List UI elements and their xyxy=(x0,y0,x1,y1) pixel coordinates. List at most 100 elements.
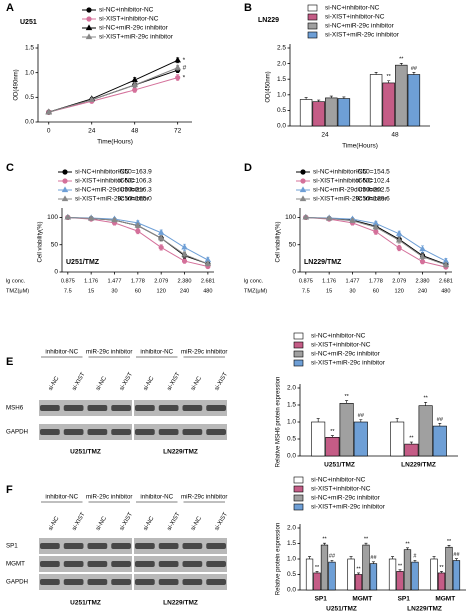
error-bar xyxy=(424,401,428,406)
x2-tick-label: 15 xyxy=(326,288,332,294)
legend-label: si-XIST+miR-29c inhibitor xyxy=(311,504,386,511)
point xyxy=(396,245,402,251)
error-bar xyxy=(345,400,349,404)
panel-letter: D xyxy=(244,162,252,174)
point xyxy=(373,229,379,235)
x-tick-label: 1.477 xyxy=(108,278,122,284)
point xyxy=(64,213,72,220)
point xyxy=(395,236,403,243)
error-bar xyxy=(317,99,321,102)
blot-header: inhibitor-NC xyxy=(45,494,78,501)
point xyxy=(372,223,380,230)
error-bar xyxy=(357,572,361,575)
error-bar xyxy=(316,418,320,422)
point xyxy=(135,228,141,234)
x2-tick-label: 15 xyxy=(88,288,94,294)
error-bar xyxy=(412,72,416,75)
significance: ## xyxy=(411,66,418,72)
x2-tick-label: 30 xyxy=(111,288,117,294)
x-tick-label: 2.380 xyxy=(178,278,192,284)
significance: ## xyxy=(358,413,365,419)
blot-band xyxy=(182,429,203,435)
blot-membrane xyxy=(134,424,227,440)
point xyxy=(349,217,356,223)
x2-tick-label: 480 xyxy=(203,288,212,294)
x-tick-label: 72 xyxy=(174,128,182,135)
blot-membrane xyxy=(39,424,132,440)
legend-label: si-NC+miR-29c inhibitor xyxy=(311,495,381,502)
y-tick-label: 0.0 xyxy=(277,123,286,130)
significance: ** xyxy=(364,537,369,543)
blot-band xyxy=(87,543,108,549)
bar xyxy=(445,546,453,591)
series-line xyxy=(48,77,178,113)
lane-label: si-NC xyxy=(48,375,61,392)
significance: ## xyxy=(329,554,336,560)
x-tick-label: 2.681 xyxy=(201,278,215,284)
x2-tick-label: 120 xyxy=(395,288,404,294)
blot-band xyxy=(63,579,84,585)
blot-membrane xyxy=(39,400,132,416)
bar xyxy=(430,558,438,591)
bar xyxy=(432,425,447,457)
bar xyxy=(404,443,419,457)
legend-label: si-NC+inhibitor-NC xyxy=(75,169,130,176)
legend-label: si-XIST+inhibitor-NC xyxy=(313,178,373,185)
bar xyxy=(328,561,336,591)
lane-label: si-XIST xyxy=(167,371,182,391)
legend-label: si-XIST+miR-29c inhibitor xyxy=(325,32,400,39)
bar xyxy=(418,405,433,457)
point xyxy=(181,243,188,250)
lane-label: si-XIST xyxy=(214,511,229,531)
significance: ** xyxy=(330,429,335,435)
point xyxy=(325,214,333,221)
error-bar xyxy=(329,95,333,98)
bar xyxy=(369,563,378,591)
blot-band xyxy=(182,405,203,411)
blot-band xyxy=(111,543,131,549)
lane-label: si-XIST xyxy=(214,371,229,391)
point xyxy=(131,81,138,88)
significance: ** xyxy=(439,565,444,571)
x-axis-label: Time(Hours) xyxy=(342,143,378,150)
point xyxy=(419,245,426,252)
error-bar xyxy=(447,545,451,548)
lane-label: si-XIST xyxy=(72,511,87,531)
legend-note: IC50=102.4 xyxy=(356,178,390,185)
legend-marker xyxy=(299,195,307,202)
x2-tick-label: 7.5 xyxy=(302,288,310,294)
row-label: GAPDH xyxy=(6,579,28,586)
point xyxy=(204,260,212,266)
bar xyxy=(299,99,313,127)
x-tick-label: 2.079 xyxy=(392,278,406,284)
significance: ** xyxy=(405,541,410,547)
y-tick-label: 100 xyxy=(47,214,58,221)
significance: ** xyxy=(447,539,452,545)
blot-header: inhibitor-NC xyxy=(140,494,173,501)
x2-tick-label: 60 xyxy=(373,288,379,294)
point xyxy=(87,214,95,221)
y-tick-label: 0 xyxy=(292,269,296,276)
y-tick-label: 1.0 xyxy=(277,92,286,99)
legend-note: IC50=106.3 xyxy=(118,178,152,185)
error-bar xyxy=(374,72,378,75)
point xyxy=(45,108,53,115)
blot-band xyxy=(111,579,131,585)
legend-label: si-NC+inhibitor-NC xyxy=(311,477,366,484)
y-tick-label: 1.0 xyxy=(287,556,296,563)
legend-label: si-NC+inhibitor-NC xyxy=(311,333,366,340)
error-bar xyxy=(432,556,436,559)
legend-label: si-NC+inhibitor-NC xyxy=(99,7,154,14)
blot-band xyxy=(40,561,60,567)
bar xyxy=(313,572,321,591)
lane-label: si-NC xyxy=(95,515,108,532)
legend-label: si-XIST+miR-29c inhibitor xyxy=(99,34,174,41)
legend-marker xyxy=(86,16,92,22)
legend-swatch xyxy=(307,13,318,21)
x2-tick-label: 240 xyxy=(180,288,189,294)
x2-tick-label: 30 xyxy=(349,288,355,294)
x-axis-label: lg conc. xyxy=(6,278,26,284)
significance: ** xyxy=(398,563,403,569)
legend-marker xyxy=(300,178,306,184)
